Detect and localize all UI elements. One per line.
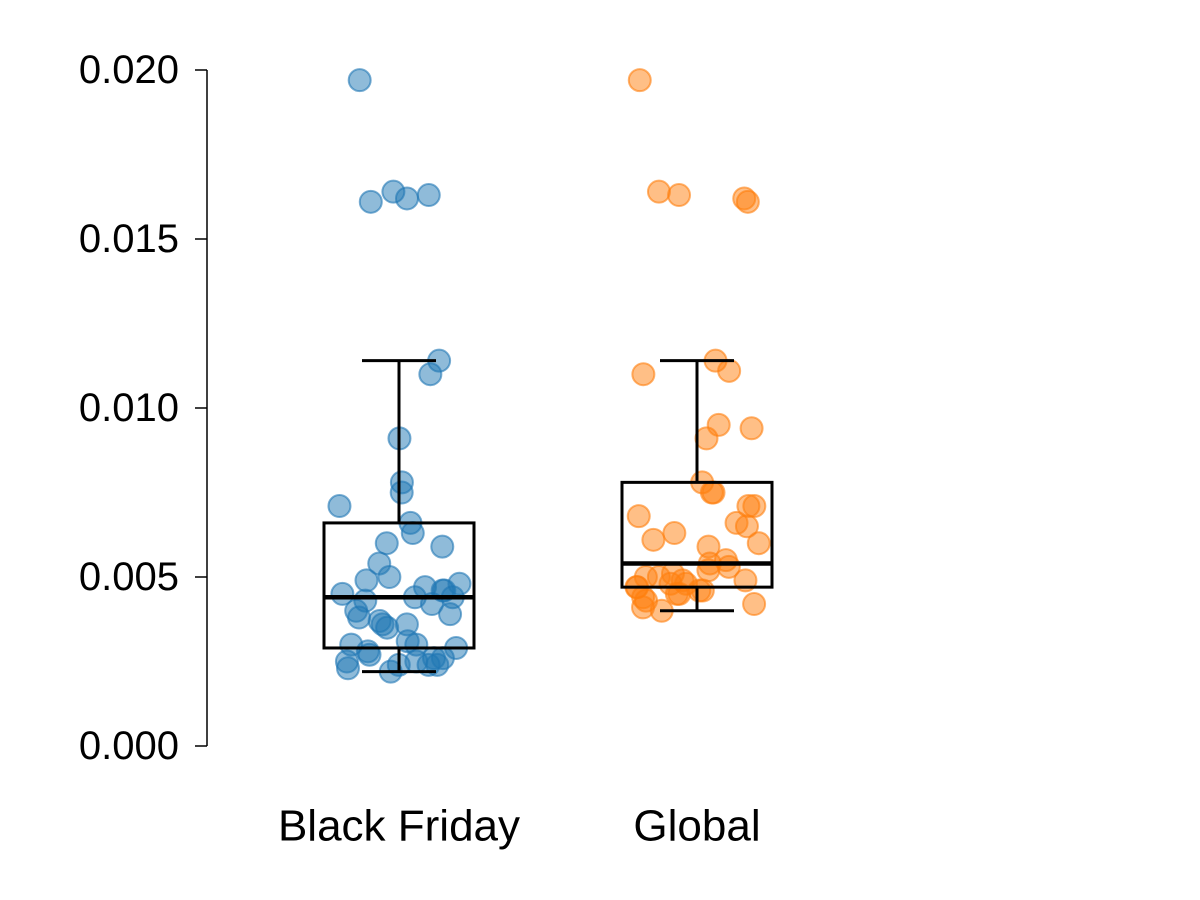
data-point	[389, 480, 414, 505]
iqr-box	[322, 521, 476, 650]
y-tick-label: 0.005	[79, 555, 179, 599]
data-point	[438, 602, 463, 627]
data-point	[662, 521, 687, 546]
data-point	[335, 656, 360, 681]
box-1	[620, 359, 774, 613]
data-point	[742, 592, 767, 617]
data-point	[416, 183, 441, 208]
data-point	[347, 68, 372, 93]
data-point	[739, 416, 764, 441]
data-point	[400, 521, 425, 546]
data-point	[418, 362, 443, 387]
data-point	[375, 615, 400, 640]
data-point	[327, 494, 352, 519]
data-point	[687, 578, 712, 603]
data-point	[631, 362, 656, 387]
data-point	[699, 480, 724, 505]
x-tick-label: Black Friday	[278, 802, 520, 851]
data-point	[641, 527, 666, 552]
y-tick-label: 0.015	[79, 217, 179, 261]
data-point	[626, 504, 651, 529]
data-point	[717, 358, 742, 383]
y-axis: 0.000 0.005 0.010 0.015 0.020	[79, 48, 208, 768]
data-point	[358, 189, 383, 214]
data-point	[694, 426, 719, 451]
box-plots	[322, 359, 774, 674]
x-tick-label: Global	[633, 802, 760, 851]
x-axis-labels: Black Friday Global	[278, 802, 761, 851]
data-point	[377, 565, 402, 589]
data-point	[734, 514, 759, 539]
data-point	[735, 189, 760, 214]
data-point	[746, 531, 771, 556]
y-tick-label: 0.010	[79, 386, 179, 430]
data-point	[430, 534, 455, 559]
data-point	[667, 183, 692, 208]
jitter-points	[327, 68, 771, 684]
data-point	[354, 568, 379, 593]
y-tick-label: 0.000	[79, 724, 179, 768]
data-point	[627, 68, 652, 93]
iqr-box	[620, 480, 774, 589]
y-tick-label: 0.020	[79, 48, 179, 92]
data-point	[347, 605, 372, 630]
data-point	[646, 179, 671, 204]
data-point	[374, 531, 399, 556]
data-point	[381, 179, 406, 204]
box-0	[322, 359, 476, 674]
